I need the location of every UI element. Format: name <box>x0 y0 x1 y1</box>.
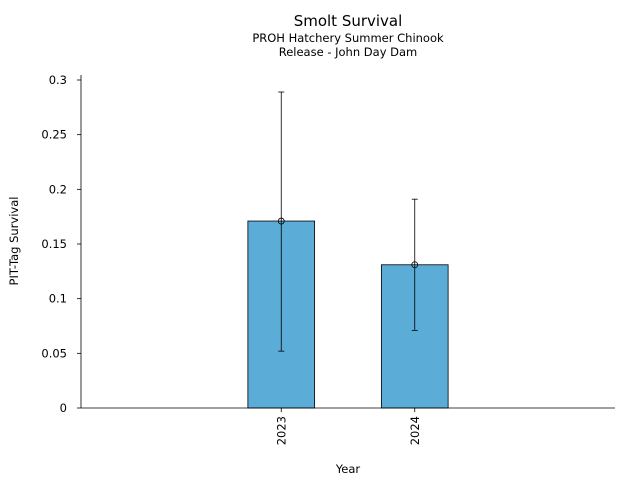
axes-group: 2023 2024 0 0.05 0.1 0.15 0.2 0.25 0.3 <box>41 73 615 445</box>
chart-subtitle-line-2: Release - John Day Dam <box>278 45 418 59</box>
x-axis-label: Year <box>335 462 361 476</box>
y-tick-label: 0.1 <box>49 292 67 306</box>
y-axis-label: PIT-Tag Survival <box>7 197 21 286</box>
mean-marker-2024 <box>411 261 419 269</box>
error-bars-group <box>277 91 419 352</box>
y-tick-label: 0.05 <box>41 346 67 360</box>
bars-group <box>247 220 449 409</box>
y-tick-label: 0.3 <box>49 73 67 87</box>
x-tick-label-2023: 2023 <box>274 416 288 445</box>
y-tick-label: 0.2 <box>49 182 67 196</box>
y-tick-label: 0.15 <box>41 237 67 251</box>
y-tick-label: 0 <box>60 401 67 415</box>
y-tick-label: 0.25 <box>41 128 67 142</box>
mean-marker-2023 <box>277 217 285 225</box>
chart-subtitle-line-1: PROH Hatchery Summer Chinook <box>252 31 444 45</box>
chart-title: Smolt Survival <box>293 12 403 30</box>
x-tick-label-2024: 2024 <box>408 416 422 445</box>
